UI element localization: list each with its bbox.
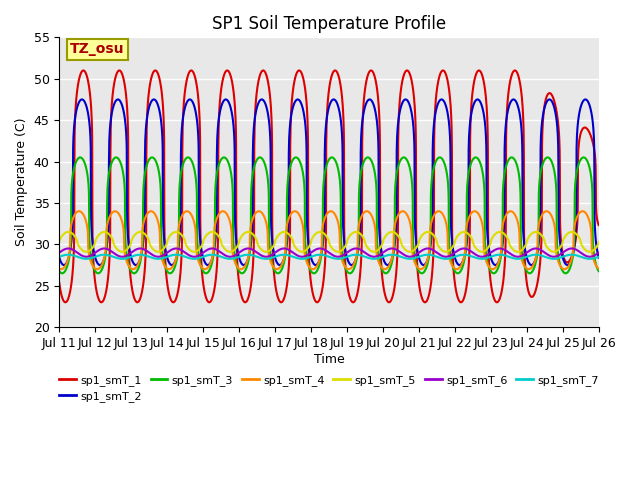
sp1_smT_6 bbox=[526, 247, 534, 253]
Line: sp1_smT_7: sp1_smT_7 bbox=[60, 255, 598, 259]
sp1_smT_6 bbox=[117, 254, 125, 260]
sp1_smT_4 bbox=[286, 213, 294, 219]
Line: sp1_smT_3: sp1_smT_3 bbox=[60, 157, 598, 273]
sp1_smT_7 bbox=[56, 254, 63, 260]
sp1_smT_5 bbox=[286, 232, 294, 238]
sp1_smT_3 bbox=[117, 161, 125, 167]
sp1_smT_2 bbox=[117, 100, 125, 106]
sp1_smT_1 bbox=[117, 69, 125, 75]
X-axis label: Time: Time bbox=[314, 353, 344, 366]
sp1_smT_1 bbox=[61, 300, 69, 305]
sp1_smT_2 bbox=[262, 104, 270, 109]
sp1_smT_6 bbox=[595, 250, 602, 255]
sp1_smT_2 bbox=[56, 255, 63, 261]
sp1_smT_3 bbox=[58, 270, 66, 276]
Title: SP1 Soil Temperature Profile: SP1 Soil Temperature Profile bbox=[212, 15, 446, 33]
Y-axis label: Soil Temperature (C): Soil Temperature (C) bbox=[15, 118, 28, 247]
sp1_smT_6 bbox=[586, 254, 593, 260]
sp1_smT_3 bbox=[526, 270, 534, 276]
sp1_smT_3 bbox=[595, 268, 602, 274]
sp1_smT_7 bbox=[526, 253, 534, 259]
sp1_smT_3 bbox=[286, 166, 294, 172]
sp1_smT_3 bbox=[56, 268, 63, 274]
sp1_smT_4 bbox=[117, 215, 125, 221]
sp1_smT_6 bbox=[262, 254, 270, 260]
sp1_smT_1 bbox=[56, 280, 63, 286]
sp1_smT_5 bbox=[262, 249, 270, 255]
sp1_smT_6 bbox=[149, 252, 157, 258]
sp1_smT_5 bbox=[586, 249, 593, 255]
sp1_smT_2 bbox=[60, 262, 68, 268]
sp1_smT_7 bbox=[117, 256, 125, 262]
sp1_smT_4 bbox=[56, 266, 63, 272]
sp1_smT_2 bbox=[582, 96, 589, 102]
sp1_smT_4 bbox=[57, 266, 65, 272]
Line: sp1_smT_2: sp1_smT_2 bbox=[60, 99, 598, 265]
sp1_smT_1 bbox=[527, 293, 534, 299]
sp1_smT_2 bbox=[526, 262, 534, 267]
sp1_smT_2 bbox=[286, 126, 294, 132]
sp1_smT_4 bbox=[579, 208, 586, 214]
sp1_smT_5 bbox=[65, 229, 72, 235]
sp1_smT_7 bbox=[584, 256, 592, 262]
sp1_smT_7 bbox=[149, 255, 157, 261]
Text: TZ_osu: TZ_osu bbox=[70, 42, 125, 56]
sp1_smT_4 bbox=[595, 266, 602, 272]
sp1_smT_7 bbox=[262, 256, 270, 262]
sp1_smT_5 bbox=[526, 232, 534, 238]
sp1_smT_4 bbox=[526, 266, 534, 272]
sp1_smT_1 bbox=[262, 72, 270, 78]
sp1_smT_6 bbox=[65, 246, 72, 252]
sp1_smT_7 bbox=[586, 256, 593, 262]
sp1_smT_1 bbox=[149, 70, 157, 75]
sp1_smT_5 bbox=[149, 246, 157, 252]
sp1_smT_4 bbox=[262, 220, 270, 226]
sp1_smT_6 bbox=[584, 254, 592, 260]
sp1_smT_3 bbox=[149, 155, 157, 160]
sp1_smT_3 bbox=[584, 161, 592, 167]
sp1_smT_5 bbox=[595, 239, 602, 245]
sp1_smT_7 bbox=[286, 253, 294, 259]
sp1_smT_1 bbox=[79, 68, 87, 73]
sp1_smT_2 bbox=[595, 255, 602, 261]
sp1_smT_4 bbox=[584, 215, 592, 221]
sp1_smT_6 bbox=[286, 248, 294, 253]
sp1_smT_1 bbox=[286, 238, 294, 244]
sp1_smT_7 bbox=[65, 252, 72, 258]
sp1_smT_5 bbox=[56, 239, 63, 245]
sp1_smT_2 bbox=[149, 97, 157, 103]
sp1_smT_4 bbox=[149, 209, 157, 215]
sp1_smT_5 bbox=[584, 249, 592, 254]
Line: sp1_smT_6: sp1_smT_6 bbox=[60, 249, 598, 257]
sp1_smT_1 bbox=[584, 128, 592, 133]
sp1_smT_5 bbox=[117, 249, 125, 254]
Line: sp1_smT_5: sp1_smT_5 bbox=[60, 232, 598, 252]
sp1_smT_6 bbox=[56, 250, 63, 255]
Legend: sp1_smT_1, sp1_smT_2, sp1_smT_3, sp1_smT_4, sp1_smT_5, sp1_smT_6, sp1_smT_7: sp1_smT_1, sp1_smT_2, sp1_smT_3, sp1_smT… bbox=[54, 371, 604, 407]
sp1_smT_2 bbox=[584, 99, 592, 105]
Line: sp1_smT_4: sp1_smT_4 bbox=[60, 211, 598, 269]
sp1_smT_7 bbox=[595, 254, 602, 260]
sp1_smT_3 bbox=[262, 167, 270, 172]
sp1_smT_1 bbox=[595, 222, 602, 228]
sp1_smT_3 bbox=[580, 155, 588, 160]
Line: sp1_smT_1: sp1_smT_1 bbox=[60, 71, 598, 302]
